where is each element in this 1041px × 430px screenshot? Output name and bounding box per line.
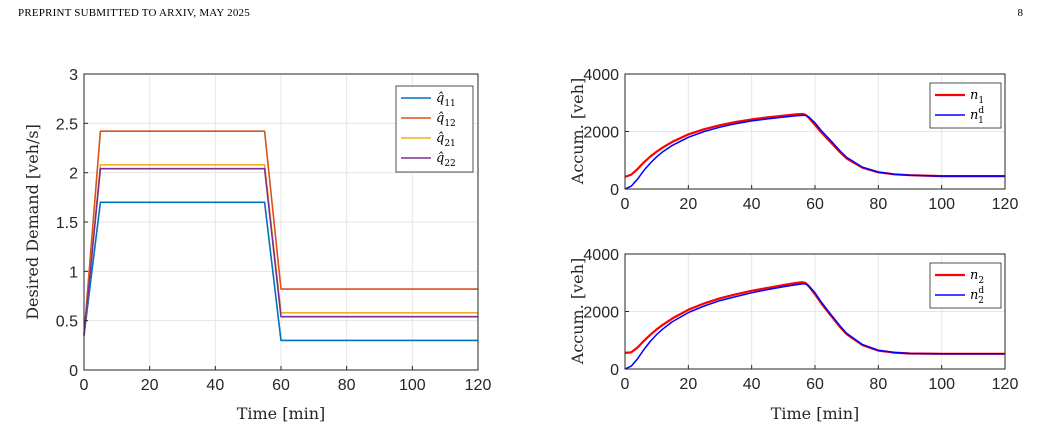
x-tick-label: 100 <box>928 196 955 213</box>
x-tick-label: 0 <box>621 376 630 393</box>
legend-label-q̂22: q̂22 <box>436 151 456 169</box>
y-tick-label: 0 <box>69 363 78 380</box>
x-tick-label: 100 <box>928 376 955 393</box>
legend-box <box>929 82 1002 129</box>
legend-label-n2d: nd 2 <box>970 286 984 306</box>
x-tick-label: 60 <box>806 196 824 213</box>
legend-box <box>929 262 1002 309</box>
y-axis-label: Desired Demand [veh/s] <box>23 124 42 320</box>
x-axis-label: Time [min] <box>237 404 326 423</box>
x-axis-label: Time [min] <box>771 404 860 423</box>
y-axis-label: Accum. [veh] <box>568 258 587 365</box>
legend-label-n1d: nd 1 <box>970 106 984 126</box>
x-tick-label: 40 <box>206 377 224 394</box>
legend-label-q̂21: q̂21 <box>436 131 456 149</box>
x-tick-label: 60 <box>272 377 290 394</box>
x-tick-label: 120 <box>992 196 1019 213</box>
x-tick-label: 120 <box>465 377 492 394</box>
x-tick-label: 120 <box>992 376 1019 393</box>
series-line-q̂22 <box>83 167 478 336</box>
x-tick-label: 80 <box>869 376 887 393</box>
x-tick-label: 40 <box>743 376 761 393</box>
y-tick-label: 2000 <box>583 305 619 322</box>
series-line-q̂11 <box>83 201 478 342</box>
x-tick-label: 40 <box>743 196 761 213</box>
legend-label-n2: n2 <box>970 268 984 286</box>
x-tick-label: 80 <box>338 377 356 394</box>
y-axis-label: Accum. [veh] <box>568 78 587 185</box>
legend: q̂11 q̂12 q̂21 q̂22 <box>395 85 474 173</box>
y-tick-label: 2.5 <box>56 116 78 133</box>
y-tick-label: 0.5 <box>56 314 78 331</box>
y-tick-label: 0 <box>610 182 619 199</box>
series-line-q̂12 <box>83 130 478 336</box>
y-tick-label: 0 <box>610 362 619 379</box>
x-tick-label: 60 <box>806 376 824 393</box>
legend-label-n1: n1 <box>970 88 984 106</box>
x-tick-label: 20 <box>141 377 159 394</box>
chart-left: 0 20 40 60 80 100 120 0 0.5 1 1.5 2 2.5 3 Desired Dema… <box>23 67 491 423</box>
y-tick-label: 4000 <box>583 67 619 84</box>
x-tick-label: 100 <box>399 377 426 394</box>
series-line-n2d <box>624 283 1005 370</box>
y-tick-label: 2000 <box>583 125 619 142</box>
series-line-n1d <box>624 114 1005 190</box>
y-tick-label: 1 <box>69 264 78 281</box>
header-page-number: 8 <box>1017 7 1024 19</box>
x-tick-label: 80 <box>869 196 887 213</box>
x-tick-label: 0 <box>621 196 630 213</box>
x-tick-label: 20 <box>679 196 697 213</box>
x-tick-label: 20 <box>679 376 697 393</box>
y-tick-label: 4000 <box>583 247 619 264</box>
y-tick-label: 1.5 <box>56 215 78 232</box>
legend-label-q̂12: q̂12 <box>436 111 456 129</box>
header-journal-line: PREPRINT SUBMITTED TO ARXIV, MAY 2025 <box>18 7 250 19</box>
legend-box <box>395 85 474 173</box>
legend-label-q̂11: q̂11 <box>436 91 456 109</box>
x-tick-label: 0 <box>80 377 89 394</box>
y-tick-label: 2 <box>69 166 78 183</box>
y-tick-label: 3 <box>69 67 78 84</box>
